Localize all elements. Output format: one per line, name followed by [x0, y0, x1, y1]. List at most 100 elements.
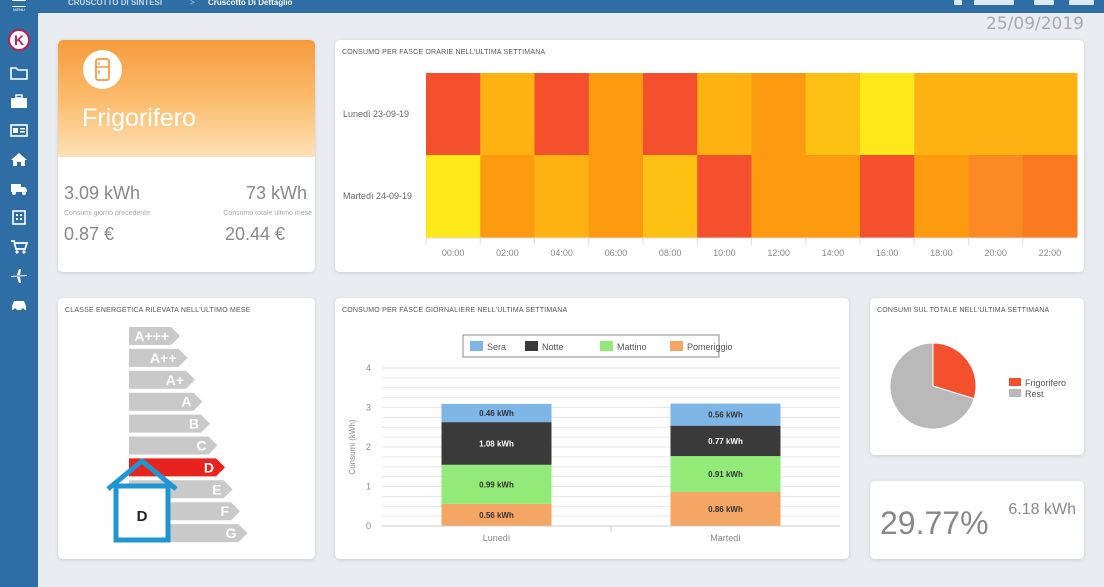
menu-icon — [12, 0, 26, 7]
kwh-last-month-label: Consumo totale ultimo mese — [223, 210, 312, 217]
user-icon[interactable] — [974, 0, 1014, 5]
legend-label: Mattino — [617, 342, 647, 352]
bar-data-label: 0.56 kWh — [708, 411, 743, 420]
bar-segment — [441, 403, 552, 423]
heatmap-col-label: 18:00 — [930, 248, 953, 258]
energy-class-title: CLASSE ENERGETICA RILEVATA NELL'ULTIMO M… — [65, 307, 251, 314]
heatmap-cell — [914, 155, 969, 238]
plane-icon[interactable] — [9, 267, 29, 283]
energy-class-arrow — [129, 392, 203, 411]
bar-y-tick: 2 — [366, 442, 371, 452]
bar-legend — [462, 334, 720, 358]
kwh-prev-day: 3.09 kWh — [64, 183, 141, 203]
print-icon[interactable] — [954, 0, 962, 5]
heatmap-col-label: 14:00 — [822, 248, 845, 258]
id-card-icon[interactable] — [9, 122, 29, 138]
heatmap-cell — [534, 155, 590, 238]
heatmap-col-label: 06:00 — [605, 248, 628, 258]
heatmap-card: CONSUMO PER FASCE ORARIE NELL'ULTIMA SET… — [335, 40, 1084, 272]
heatmap-col-label: 04:00 — [550, 248, 573, 258]
sidebar: MENU K — [0, 0, 38, 587]
bar-segment — [670, 425, 781, 457]
energy-class-arrow — [129, 436, 218, 455]
heatmap-cell — [426, 73, 481, 156]
truck-icon[interactable] — [9, 180, 29, 196]
pie-chart-title: CONSUMI SUL TOTALE NELL'ULTIMA SETTIMANA — [877, 307, 1050, 314]
home-icon[interactable] — [9, 151, 29, 167]
folder-icon[interactable] — [9, 64, 29, 80]
consumption-percentage: 29.77% — [880, 505, 989, 541]
heatmap-cell — [751, 155, 807, 238]
heatmap-cell — [643, 73, 698, 156]
heatmap-row-label: Lunedì 23-09-19 — [343, 109, 409, 119]
breadcrumb-item-dettaglio: Cruscotto Di Dettaglio — [208, 0, 293, 7]
heatmap-cell — [643, 155, 698, 238]
heatmap-cell — [480, 155, 535, 238]
fridge-icon — [83, 50, 122, 89]
bar-segment — [441, 503, 552, 526]
heatmap-col-label: 08:00 — [659, 248, 682, 258]
heatmap-cell — [1022, 73, 1078, 156]
kwh-prev-day-label: Consumi giorno precedente — [64, 210, 150, 217]
bar-x-label: Lunedì — [483, 533, 511, 543]
house-roof-icon — [106, 458, 178, 491]
legend-label: Sera — [487, 342, 506, 352]
heatmap-cell — [1022, 155, 1078, 238]
bar-x-label: Martedì — [710, 533, 741, 543]
heatmap-title: CONSUMO PER FASCE ORARIE NELL'ULTIMA SET… — [342, 49, 546, 56]
appliance-name: Frigorifero — [82, 104, 196, 132]
pie-legend-swatch — [1009, 389, 1021, 397]
pie-legend-label: Rest — [1025, 389, 1044, 399]
bar-data-label: 0.56 kWh — [479, 511, 514, 520]
heatmap-chart: Lunedì 23-09-19 Martedì 24-09-19 00:00 02:0… — [343, 73, 1078, 258]
energy-class-arrow — [129, 370, 195, 389]
heatmap-cell — [751, 73, 807, 156]
energy-class-label: B — [189, 416, 199, 432]
bar-data-label: 1.08 kWh — [479, 439, 514, 448]
legend-label: Notte — [542, 342, 564, 352]
legend-swatch — [525, 341, 538, 351]
heatmap-cell — [588, 73, 644, 156]
bar-data-label: 0.77 kWh — [708, 437, 743, 446]
heatmap-col-label: 10:00 — [713, 248, 736, 258]
briefcase-icon[interactable] — [9, 93, 29, 109]
bar-chart-card: CONSUMO PER FASCE GIORNALIERE NELL'ULTIM… — [335, 298, 849, 559]
cart-icon[interactable] — [9, 238, 29, 254]
percentage-card: 29.77% 6.18 kWh — [870, 481, 1084, 559]
heatmap-cell — [805, 155, 861, 238]
appliance-card: Frigorifero 3.09 kWh 73 kWh Consumi gior… — [58, 40, 315, 272]
bar-y-tick: 0 — [366, 521, 371, 531]
heatmap-cell — [697, 155, 752, 238]
energy-class-label: D — [204, 459, 214, 475]
bar-y-tick: 4 — [366, 363, 371, 373]
car-icon[interactable] — [9, 296, 29, 312]
breadcrumb-separator: > — [190, 0, 195, 7]
heatmap-cell — [697, 73, 752, 156]
energy-class-label: A+++ — [134, 328, 169, 344]
appliance-header: Frigorifero — [58, 40, 315, 157]
heatmap-col-label: 02:00 — [496, 248, 519, 258]
topbar-actions — [954, 0, 1104, 6]
menu-button[interactable]: MENU — [7, 0, 31, 14]
energy-class-label: A++ — [150, 350, 176, 366]
bar-segment — [670, 492, 781, 526]
logout-icon[interactable] — [1034, 0, 1054, 5]
breadcrumb-item-sintesi[interactable]: CRUSCOTTO DI SINTESI — [68, 0, 163, 7]
current-date: 25/09/2019 — [986, 14, 1084, 34]
heatmap-col-label: 12:00 — [767, 248, 790, 258]
settings-icon[interactable] — [1069, 0, 1094, 5]
house-class-label: D — [137, 508, 148, 525]
pie-legend-label: Frigorifero — [1025, 378, 1066, 388]
energy-class-label: C — [196, 438, 206, 454]
legend-label: Pomeriggio — [687, 342, 733, 352]
app-logo[interactable]: K — [8, 29, 30, 51]
building-icon[interactable] — [9, 209, 29, 225]
pie-slice — [889, 342, 975, 430]
pie-chart-card: CONSUMI SUL TOTALE NELL'ULTIMA SETTIMANA… — [870, 298, 1084, 455]
bar-chart: 0 1 2 3 4 Consumi (kWh) 0.56 kWh 0.99 kWh 1.08 k… — [348, 334, 840, 543]
heatmap-cell — [968, 155, 1024, 238]
heatmap-col-label: 16:00 — [876, 248, 899, 258]
energy-class-label: E — [212, 481, 221, 497]
heatmap-cell — [914, 73, 969, 156]
energy-class-label: A+ — [166, 372, 184, 388]
